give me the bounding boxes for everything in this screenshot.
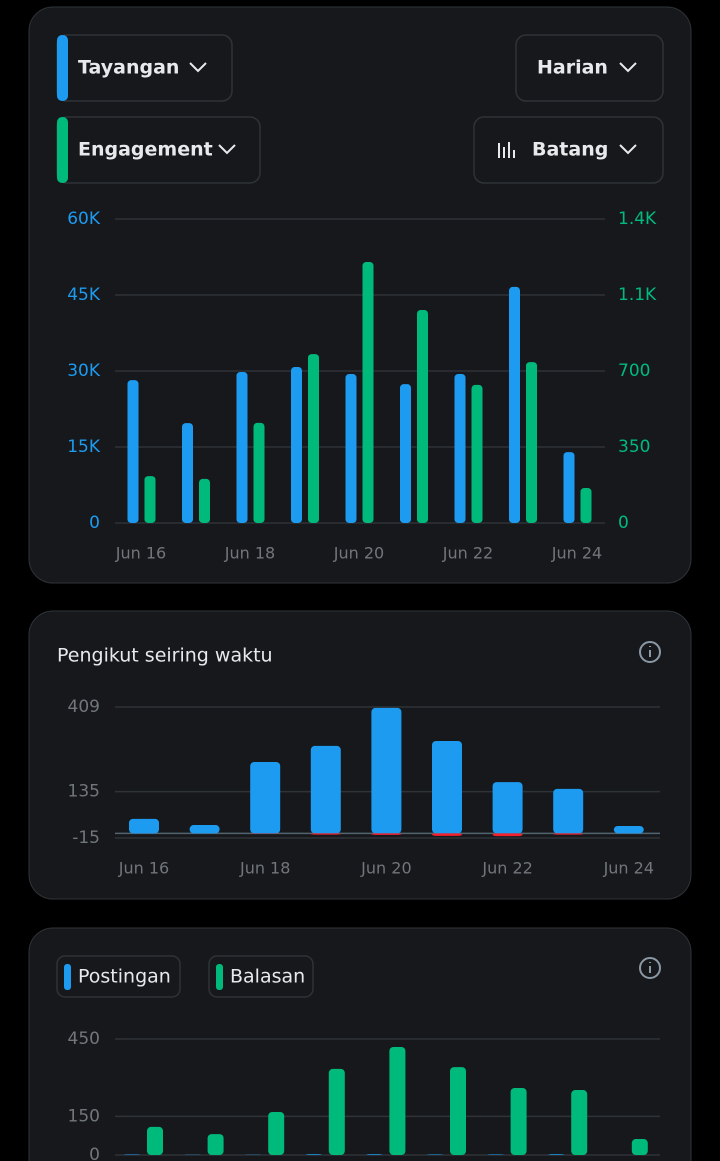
bar bbox=[310, 833, 341, 835]
x-tick-label: Jun 18 bbox=[239, 859, 290, 878]
bar bbox=[509, 286, 520, 523]
bar bbox=[510, 1087, 527, 1155]
bar bbox=[310, 745, 341, 834]
bar bbox=[553, 788, 584, 834]
legend-item[interactable]: Postingan bbox=[56, 955, 181, 998]
bar bbox=[580, 488, 592, 523]
bar bbox=[144, 476, 156, 523]
chart-title: Pengikut seiring waktu bbox=[57, 645, 273, 667]
legend-item[interactable]: Balasan bbox=[208, 955, 314, 998]
select-label: Tayangan bbox=[78, 57, 179, 79]
y2-tick-label: 700 bbox=[618, 361, 650, 381]
bar bbox=[450, 1067, 466, 1155]
card bbox=[28, 927, 692, 1161]
bar bbox=[268, 1111, 285, 1155]
y-tick-label: 135 bbox=[68, 782, 100, 802]
bar bbox=[236, 372, 248, 523]
y-tick-label: 0 bbox=[89, 513, 100, 533]
y-tick-label: -15 bbox=[72, 828, 100, 848]
y2-tick-label: 1.4K bbox=[618, 209, 657, 229]
select-label: Engagement bbox=[78, 139, 213, 161]
bar bbox=[207, 1134, 224, 1155]
bar bbox=[253, 422, 265, 523]
style-select[interactable]: Batang bbox=[473, 116, 664, 184]
bar bbox=[124, 1154, 140, 1155]
x-tick-label: Jun 24 bbox=[603, 859, 654, 878]
y2-tick-label: 350 bbox=[618, 437, 650, 457]
x-tick-label: Jun 18 bbox=[224, 544, 275, 563]
bar bbox=[492, 833, 523, 837]
bar bbox=[362, 261, 374, 523]
bar bbox=[199, 478, 210, 523]
metric-select[interactable]: Tayangan bbox=[56, 34, 233, 102]
bar bbox=[371, 707, 402, 834]
x-tick-label: Jun 20 bbox=[333, 544, 384, 563]
bar bbox=[631, 1139, 648, 1155]
y-tick-label: 150 bbox=[68, 1106, 100, 1126]
x-tick-label: Jun 20 bbox=[360, 859, 411, 878]
select-label: Harian bbox=[537, 57, 608, 79]
bar bbox=[613, 825, 644, 834]
x-tick-label: Jun 16 bbox=[115, 544, 166, 563]
y-tick-label: 15K bbox=[67, 437, 101, 457]
info-icon[interactable] bbox=[639, 641, 661, 663]
info-icon[interactable] bbox=[639, 957, 661, 979]
x-tick-label: Jun 22 bbox=[442, 544, 493, 563]
bar bbox=[291, 366, 302, 523]
bar bbox=[328, 1068, 345, 1155]
bar bbox=[129, 818, 159, 834]
bar bbox=[417, 309, 428, 523]
bar bbox=[345, 374, 357, 523]
bar bbox=[250, 761, 281, 834]
bar bbox=[189, 825, 220, 834]
bar bbox=[308, 354, 319, 523]
x-tick-label: Jun 22 bbox=[481, 859, 532, 878]
bar bbox=[432, 740, 462, 834]
bar bbox=[454, 374, 466, 523]
bar bbox=[427, 1154, 443, 1155]
y-tick-label: 30K bbox=[67, 361, 101, 381]
bar bbox=[389, 1046, 406, 1155]
bar bbox=[492, 782, 523, 834]
x-tick-label: Jun 24 bbox=[551, 544, 602, 563]
bar bbox=[548, 1154, 565, 1155]
y-tick-label: 409 bbox=[68, 697, 100, 717]
y2-tick-label: 1.1K bbox=[618, 285, 657, 305]
y-tick-label: 45K bbox=[67, 285, 101, 305]
metric-select[interactable]: Engagement bbox=[56, 116, 261, 184]
interval-select[interactable]: Harian bbox=[515, 34, 664, 102]
bar bbox=[563, 452, 575, 523]
bar bbox=[553, 833, 584, 835]
legend-label: Postingan bbox=[78, 966, 171, 988]
bar bbox=[526, 362, 537, 523]
bar bbox=[400, 384, 411, 523]
bar bbox=[487, 1154, 504, 1155]
bar bbox=[147, 1126, 163, 1155]
y2-tick-label: 0 bbox=[618, 513, 629, 533]
bar bbox=[366, 1154, 383, 1155]
bar bbox=[127, 380, 139, 523]
bar bbox=[305, 1154, 322, 1155]
bar bbox=[571, 1090, 588, 1155]
bar bbox=[182, 423, 193, 523]
x-tick-label: Jun 16 bbox=[118, 859, 169, 878]
y-tick-label: 450 bbox=[68, 1029, 100, 1049]
y-tick-label: 0 bbox=[89, 1145, 100, 1161]
bar bbox=[471, 384, 483, 523]
select-label: Batang bbox=[532, 139, 608, 161]
bar bbox=[432, 833, 462, 836]
legend-label: Balasan bbox=[230, 966, 305, 988]
y-tick-label: 60K bbox=[67, 209, 101, 229]
bar bbox=[371, 833, 402, 835]
